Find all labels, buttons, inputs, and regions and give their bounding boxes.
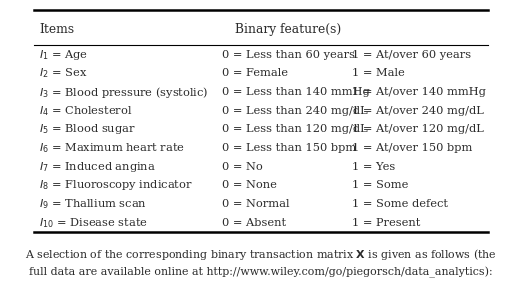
Text: $I_7$ = Induced angina: $I_7$ = Induced angina: [39, 160, 156, 174]
Text: $I_5$ = Blood sugar: $I_5$ = Blood sugar: [39, 123, 136, 136]
Text: 1 = At/over 150 bpm: 1 = At/over 150 bpm: [352, 143, 472, 153]
Text: 1 = At/over 120 mg/dL: 1 = At/over 120 mg/dL: [352, 124, 484, 134]
Text: 0 = None: 0 = None: [222, 180, 277, 191]
Text: 0 = Absent: 0 = Absent: [222, 218, 287, 228]
Text: Items: Items: [39, 23, 74, 36]
Text: 1 = Yes: 1 = Yes: [352, 162, 395, 172]
Text: 1 = Present: 1 = Present: [352, 218, 420, 228]
Text: $I_3$ = Blood pressure (systolic): $I_3$ = Blood pressure (systolic): [39, 85, 209, 99]
Text: $I_4$ = Cholesterol: $I_4$ = Cholesterol: [39, 104, 133, 118]
Text: $I_1$ = Age: $I_1$ = Age: [39, 48, 88, 62]
Text: 0 = Less than 60 years: 0 = Less than 60 years: [222, 50, 355, 60]
Text: $I_{10}$ = Disease state: $I_{10}$ = Disease state: [39, 216, 148, 230]
Text: 1 = Male: 1 = Male: [352, 68, 405, 78]
Text: 0 = Normal: 0 = Normal: [222, 199, 290, 209]
Text: 0 = Less than 150 bpm: 0 = Less than 150 bpm: [222, 143, 357, 153]
Text: $I_6$ = Maximum heart rate: $I_6$ = Maximum heart rate: [39, 141, 185, 155]
Text: 1 = At/over 140 mmHg: 1 = At/over 140 mmHg: [352, 87, 486, 97]
Text: $I_2$ = Sex: $I_2$ = Sex: [39, 67, 87, 80]
Text: 1 = Some defect: 1 = Some defect: [352, 199, 448, 209]
Text: full data are available online at http://www.wiley.com/go/piegorsch/data_analyti: full data are available online at http:/…: [29, 267, 493, 278]
Text: 1 = At/over 240 mg/dL: 1 = At/over 240 mg/dL: [352, 106, 484, 116]
Text: 0 = Female: 0 = Female: [222, 68, 288, 78]
Text: 0 = Less than 140 mmHg: 0 = Less than 140 mmHg: [222, 87, 370, 97]
Text: $I_8$ = Fluoroscopy indicator: $I_8$ = Fluoroscopy indicator: [39, 178, 193, 192]
Text: A selection of the corresponding binary transaction matrix $\mathbf{X}$ is given: A selection of the corresponding binary …: [25, 247, 497, 262]
Text: 0 = Less than 240 mg/dL: 0 = Less than 240 mg/dL: [222, 106, 368, 116]
Text: 0 = No: 0 = No: [222, 162, 263, 172]
Text: 0 = Less than 120 mg/dL: 0 = Less than 120 mg/dL: [222, 124, 368, 134]
Text: 1 = At/over 60 years: 1 = At/over 60 years: [352, 50, 471, 60]
Text: 1 = Some: 1 = Some: [352, 180, 408, 191]
Text: $I_9$ = Thallium scan: $I_9$ = Thallium scan: [39, 197, 147, 211]
Text: Binary feature(s): Binary feature(s): [235, 23, 341, 36]
